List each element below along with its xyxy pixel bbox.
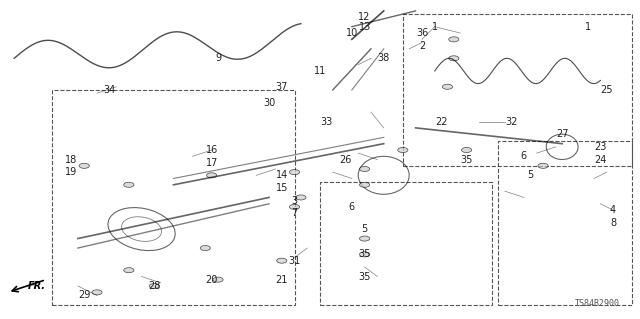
Text: 22: 22 — [435, 116, 447, 127]
Circle shape — [360, 182, 370, 187]
Text: 11: 11 — [314, 66, 326, 76]
Text: 15: 15 — [276, 183, 288, 193]
Text: 1: 1 — [584, 22, 591, 32]
Circle shape — [360, 252, 370, 257]
Circle shape — [289, 170, 300, 175]
Text: 5: 5 — [362, 224, 368, 234]
Circle shape — [360, 167, 370, 172]
Circle shape — [124, 268, 134, 273]
Circle shape — [360, 236, 370, 241]
Text: 4: 4 — [610, 205, 616, 215]
Circle shape — [92, 290, 102, 295]
Text: 31: 31 — [289, 256, 301, 266]
Text: 28: 28 — [148, 281, 161, 291]
Text: TS84B2900: TS84B2900 — [575, 299, 620, 308]
Text: 6: 6 — [521, 151, 527, 161]
Text: 8: 8 — [610, 218, 616, 228]
Text: 27: 27 — [556, 129, 568, 139]
Text: 10: 10 — [346, 28, 358, 38]
Text: 3: 3 — [291, 196, 298, 206]
Circle shape — [289, 204, 300, 210]
Text: 12: 12 — [358, 12, 371, 22]
Text: 20: 20 — [205, 275, 218, 285]
Text: 37: 37 — [276, 82, 288, 92]
Circle shape — [276, 258, 287, 263]
Text: 23: 23 — [594, 142, 607, 152]
Text: 34: 34 — [104, 85, 116, 95]
Text: 7: 7 — [291, 208, 298, 218]
Text: 36: 36 — [416, 28, 428, 38]
Text: 14: 14 — [276, 170, 288, 180]
Circle shape — [79, 163, 90, 168]
Circle shape — [296, 195, 306, 200]
Text: 19: 19 — [65, 167, 77, 177]
Text: 35: 35 — [358, 249, 371, 259]
Circle shape — [397, 147, 408, 152]
Text: 29: 29 — [78, 291, 90, 300]
Circle shape — [213, 277, 223, 282]
Text: 26: 26 — [339, 154, 351, 165]
Text: 21: 21 — [276, 275, 288, 285]
Text: 13: 13 — [358, 22, 371, 32]
Text: 33: 33 — [320, 116, 333, 127]
Text: 17: 17 — [205, 158, 218, 168]
Text: 30: 30 — [263, 98, 275, 108]
Text: 25: 25 — [600, 85, 613, 95]
Text: 38: 38 — [378, 53, 390, 63]
Text: 1: 1 — [431, 22, 438, 32]
Text: 6: 6 — [349, 202, 355, 212]
Text: 32: 32 — [505, 116, 517, 127]
Text: 5: 5 — [527, 170, 533, 180]
Text: 24: 24 — [594, 154, 607, 165]
Circle shape — [442, 84, 452, 89]
Text: FR.: FR. — [28, 281, 45, 291]
Text: 35: 35 — [358, 271, 371, 281]
Circle shape — [207, 173, 217, 178]
Circle shape — [449, 56, 459, 61]
Text: 35: 35 — [460, 154, 473, 165]
Circle shape — [124, 182, 134, 187]
Circle shape — [449, 37, 459, 42]
Text: 2: 2 — [419, 41, 425, 51]
Text: 18: 18 — [65, 154, 77, 165]
Circle shape — [538, 163, 548, 168]
Circle shape — [461, 147, 472, 152]
Circle shape — [149, 284, 159, 288]
Circle shape — [200, 246, 211, 250]
Text: 9: 9 — [215, 53, 221, 63]
Text: 16: 16 — [205, 145, 218, 155]
